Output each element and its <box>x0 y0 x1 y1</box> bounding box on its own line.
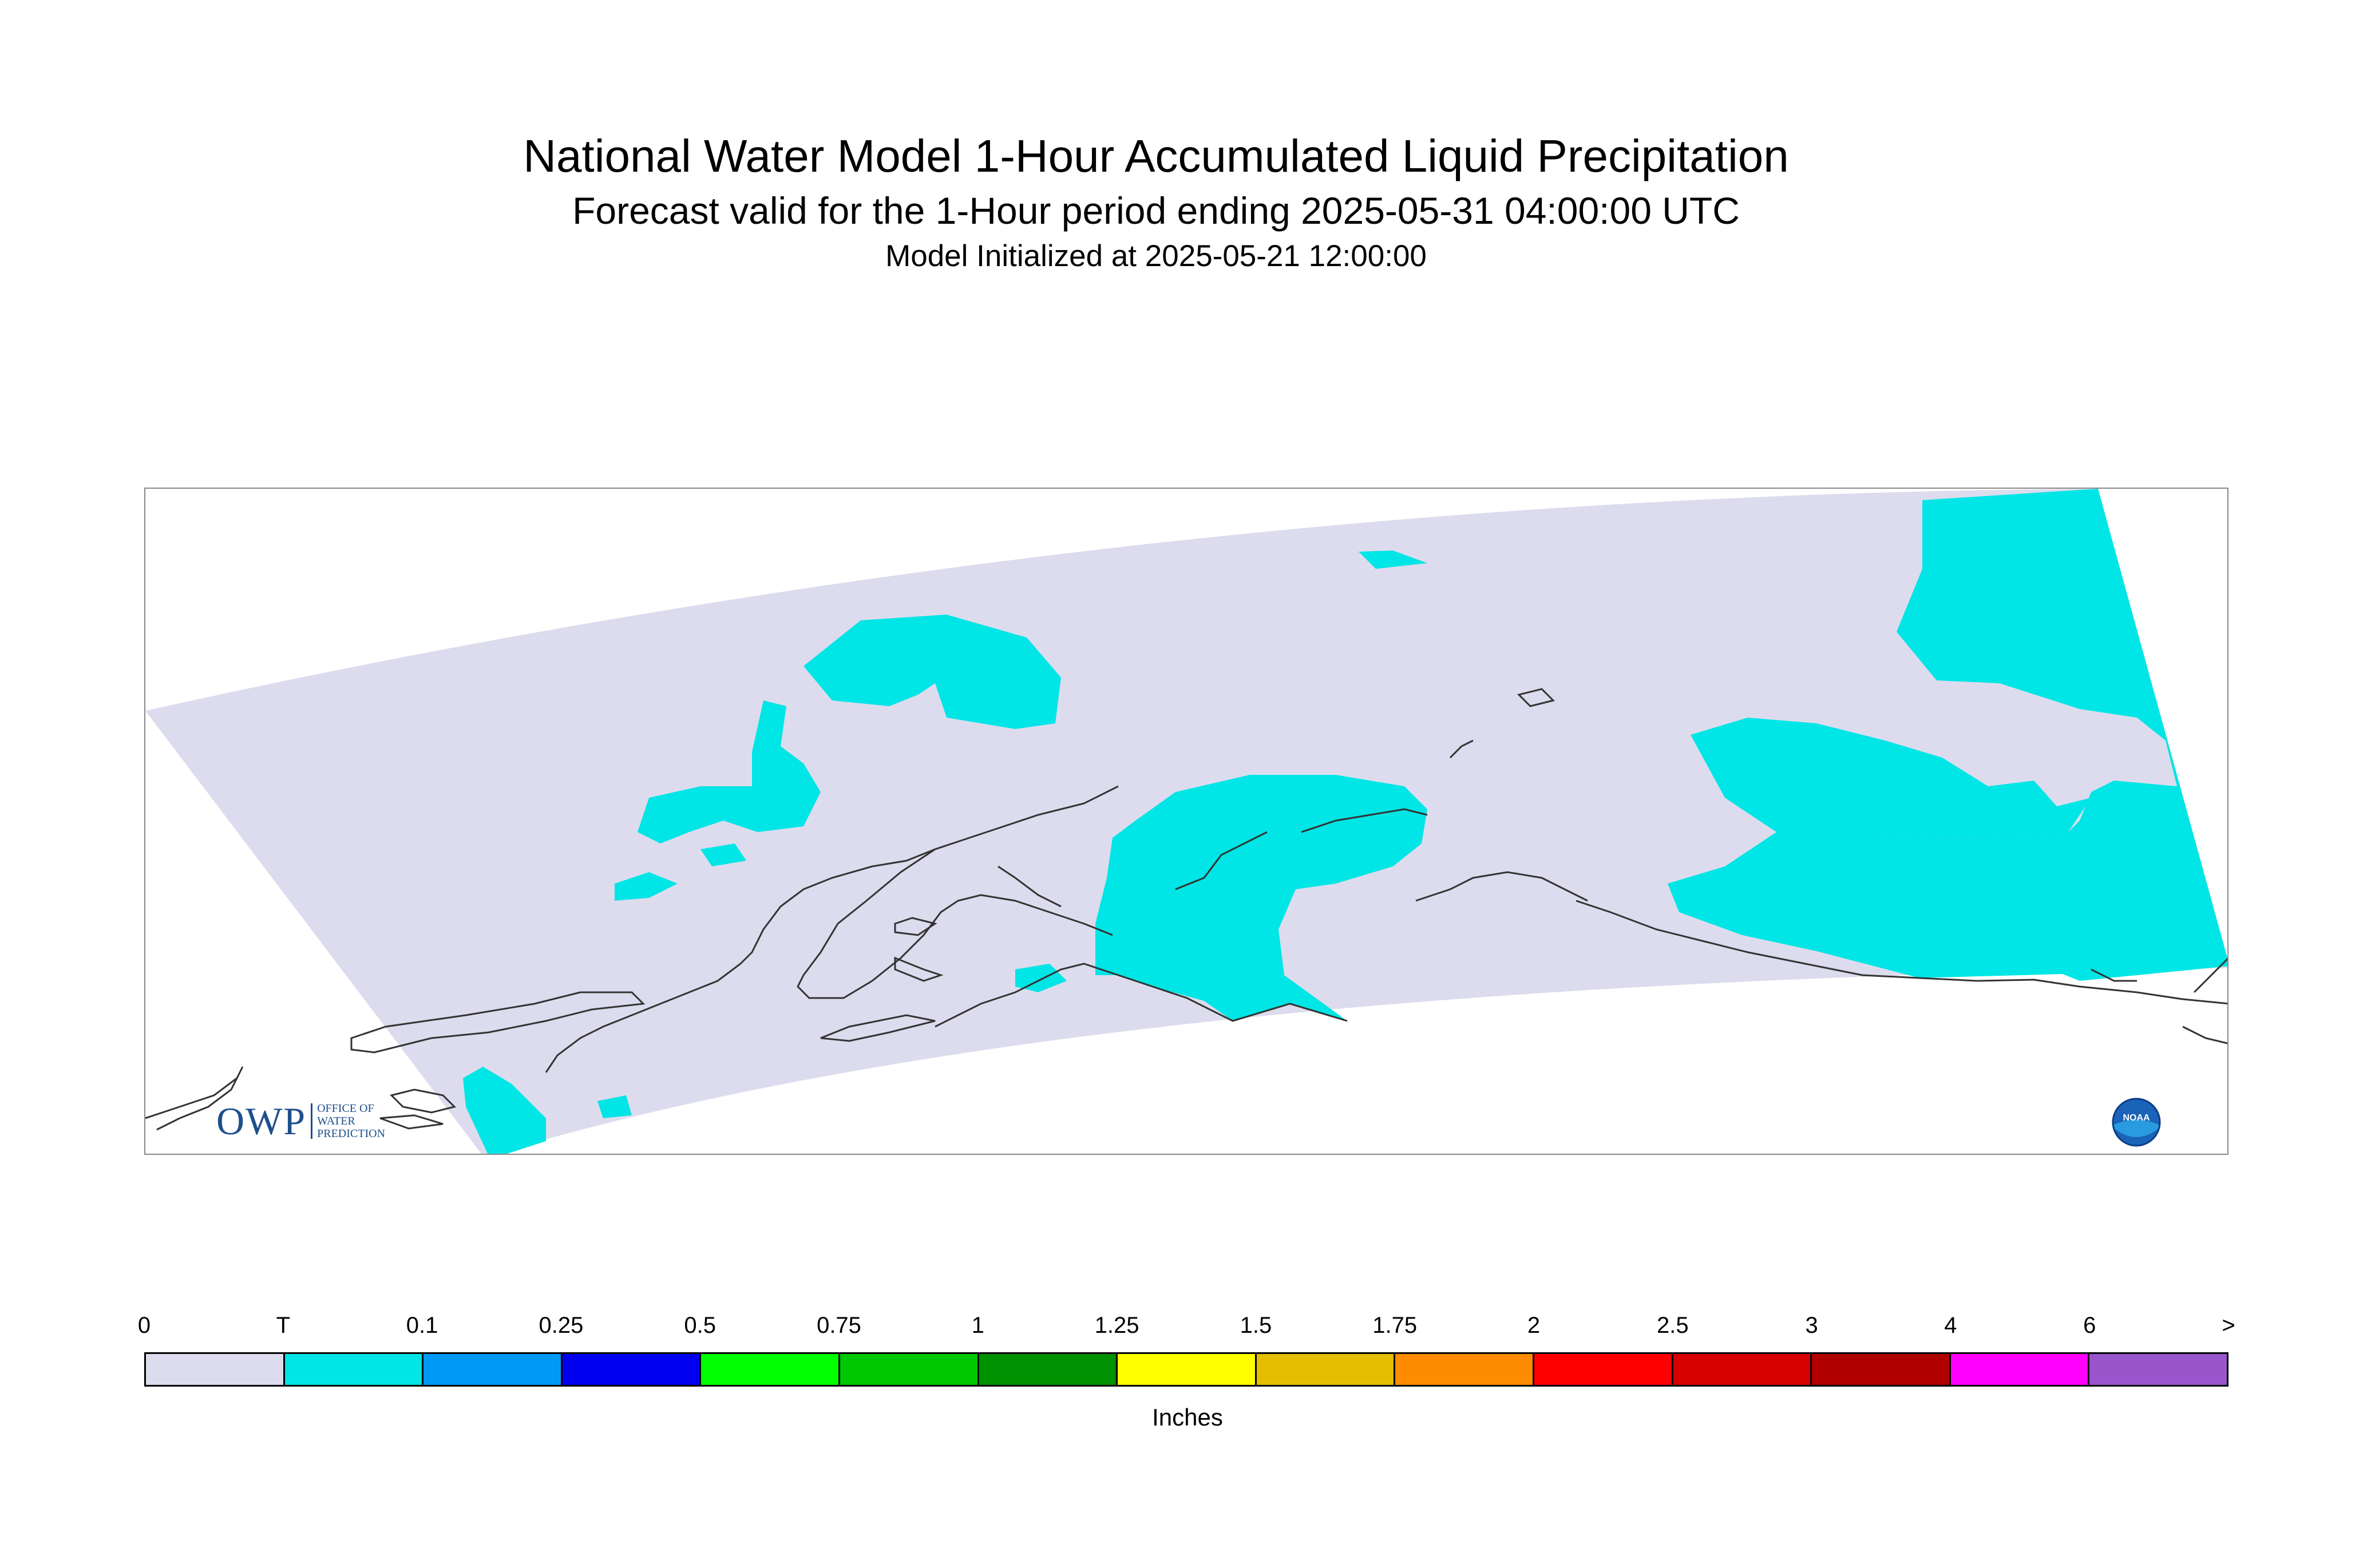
precip-area-sw <box>463 1067 546 1154</box>
model-init-time: Model Initialized at 2025-05-21 12:00:00 <box>885 239 1427 273</box>
owp-mark: OWP <box>216 1099 307 1143</box>
colorbar-segment <box>2089 1354 2227 1385</box>
owp-logo: OWP OFFICE OF WATER PREDICTION <box>216 1099 385 1143</box>
colorbar-tick-label: 0.75 <box>817 1313 861 1338</box>
coastlines <box>145 688 2227 1131</box>
noaa-logo: NOAA <box>2112 1098 2161 1147</box>
precip-areas <box>463 489 2227 1154</box>
colorbar-tick-label: 1.75 <box>1372 1313 1418 1338</box>
colorbar-segment <box>1256 1354 1396 1385</box>
colorbar-tick-label: 6 <box>2083 1313 2096 1338</box>
precip-area-small-5 <box>597 1095 632 1118</box>
colorbar-segment <box>423 1354 563 1385</box>
colorbar-tick-label: 1.5 <box>1240 1313 1272 1338</box>
precip-area-small-4 <box>1359 551 1427 569</box>
map-subtitle: Forecast valid for the 1-Hour period end… <box>572 189 1740 232</box>
owp-text-line-3: PREDICTION <box>317 1127 385 1140</box>
precip-area-northeast <box>1668 489 2227 981</box>
colorbar-segment <box>1950 1354 2090 1385</box>
colorbar-segment <box>979 1354 1118 1385</box>
owp-text: OFFICE OF WATER PREDICTION <box>317 1102 385 1140</box>
owp-text-line-1: OFFICE OF <box>317 1102 374 1115</box>
precip-area-small-1 <box>615 872 678 901</box>
colorbar-tick-label: 0.5 <box>684 1313 716 1338</box>
colorbar-tick-label: 2 <box>1527 1313 1541 1338</box>
colorbar-segment <box>701 1354 840 1385</box>
colorbar-segment <box>1534 1354 1673 1385</box>
precip-area-small-2 <box>700 844 746 866</box>
colorbar-segment <box>562 1354 702 1385</box>
colorbar-segment <box>1118 1354 1257 1385</box>
colorbar-units: Inches <box>1152 1404 1223 1431</box>
colorbar-segment <box>1812 1354 1951 1385</box>
colorbar-tick-label: 0.25 <box>539 1313 584 1338</box>
map-panel <box>144 488 2228 1155</box>
noaa-emblem-icon: NOAA <box>2112 1098 2161 1147</box>
owp-text-line-2: WATER <box>317 1115 355 1127</box>
colorbar-segment <box>146 1354 285 1385</box>
colorbar-tick-label: 3 <box>1805 1313 1818 1338</box>
precip-area-east-bay <box>1691 718 2091 839</box>
colorbar-tick-label: 1 <box>971 1313 984 1338</box>
precip-area-west-2 <box>638 700 821 844</box>
precip-area-kenai <box>1095 775 1427 1021</box>
colorbar-segment <box>1673 1354 1812 1385</box>
colorbar-tick-label: 2.5 <box>1656 1313 1689 1338</box>
colorbar-tick-label: T <box>276 1313 291 1338</box>
colorbar-segment <box>840 1354 979 1385</box>
colorbar-tick-label: > <box>2222 1313 2235 1338</box>
noaa-mark: NOAA <box>2123 1113 2150 1123</box>
colorbar-tick-label: 0.1 <box>406 1313 438 1338</box>
owp-divider <box>311 1103 313 1139</box>
colorbar <box>144 1352 2228 1387</box>
colorbar-segment <box>284 1354 424 1385</box>
colorbar-tick-label: 0 <box>137 1313 151 1338</box>
precip-area-west-1 <box>803 615 1061 729</box>
colorbar-tick-label: 4 <box>1944 1313 1957 1338</box>
colorbar-segment <box>1395 1354 1534 1385</box>
precipitation-map <box>145 489 2227 1154</box>
colorbar-tick-label: 1.25 <box>1094 1313 1139 1338</box>
map-title: National Water Model 1-Hour Accumulated … <box>523 130 1789 181</box>
